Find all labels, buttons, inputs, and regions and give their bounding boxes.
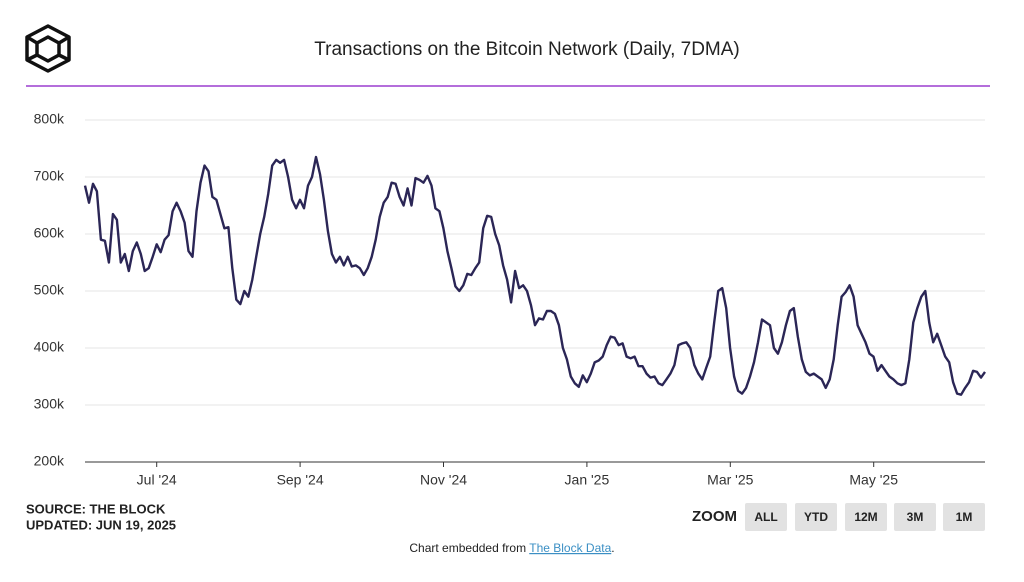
zoom-button[interactable]: 1M [943, 503, 985, 531]
x-tick-label: May '25 [849, 472, 898, 488]
zoom-button-bg[interactable] [795, 503, 837, 531]
y-tick-label: 800k [34, 111, 65, 127]
y-tick-label: 500k [34, 282, 65, 298]
x-tick-label: Jan '25 [565, 472, 610, 488]
zoom-button[interactable]: YTD [795, 503, 837, 531]
footer: Chart embedded from The Block Data. [409, 541, 614, 555]
zoom-button-label[interactable]: ALL [754, 510, 777, 524]
y-tick-label: 700k [34, 168, 65, 184]
zoom-button[interactable]: ALL [745, 503, 787, 531]
zoom-button[interactable]: 12M [845, 503, 887, 531]
y-tick-label: 300k [34, 396, 65, 412]
y-tick-label: 400k [34, 339, 65, 355]
zoom-button-label[interactable]: 12M [854, 510, 877, 524]
zoom-button-label[interactable]: YTD [804, 510, 828, 524]
x-tick-label: Sep '24 [277, 472, 324, 488]
zoom-button-bg[interactable] [745, 503, 787, 531]
logo [25, 24, 71, 73]
zoom-button-bg[interactable] [943, 503, 985, 531]
zoom-button-bg[interactable] [845, 503, 887, 531]
chart-title: Transactions on the Bitcoin Network (Dai… [314, 39, 740, 60]
zoom-button-label[interactable]: 3M [907, 510, 924, 524]
footer-suffix: . [611, 541, 614, 555]
y-tick-label: 200k [34, 453, 65, 469]
zoom-label: ZOOM [692, 508, 737, 525]
x-tick-label: Nov '24 [420, 472, 467, 488]
zoom-button-bg[interactable] [894, 503, 936, 531]
y-tick-label: 600k [34, 225, 65, 241]
updated: UPDATED: JUN 19, 2025 [26, 517, 176, 532]
line-series [83, 155, 986, 396]
zoom-button-label[interactable]: 1M [956, 510, 973, 524]
zoom-button[interactable]: 3M [894, 503, 936, 531]
footer-link[interactable]: The Block Data [529, 541, 611, 555]
x-tick-label: Mar '25 [707, 472, 753, 488]
footer-prefix: Chart embedded from [409, 541, 526, 555]
x-tick-label: Jul '24 [137, 472, 177, 488]
source: SOURCE: THE BLOCK [26, 501, 166, 516]
